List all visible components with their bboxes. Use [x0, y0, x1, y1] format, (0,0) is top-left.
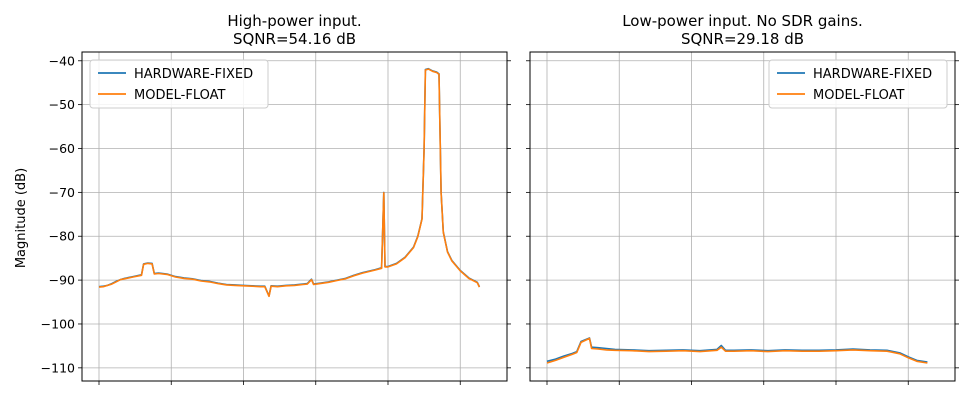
legend: HARDWARE-FIXED MODEL-FLOAT — [89, 59, 269, 109]
legend: HARDWARE-FIXED MODEL-FLOAT — [768, 59, 948, 109]
legend-box — [768, 59, 948, 109]
legend-label: MODEL-FLOAT — [134, 88, 226, 103]
series-line-2 — [546, 337, 928, 364]
y-tick-label: −110 — [41, 360, 75, 375]
y-tick-label: −70 — [49, 185, 75, 200]
legend-label: MODEL-FLOAT — [813, 88, 905, 103]
panel-2: Low-power input. No SDR gains.SQNR=29.18… — [526, 12, 959, 385]
panel-title: Low-power input. No SDR gains. — [622, 12, 863, 30]
y-tick-label: −40 — [49, 53, 75, 68]
y-tick-label: −90 — [49, 273, 75, 288]
series-line-2 — [98, 68, 481, 298]
legend-label: HARDWARE-FIXED — [813, 67, 932, 82]
y-tick-label: −50 — [49, 97, 75, 112]
axes-frame — [529, 51, 956, 382]
legend-box — [89, 59, 269, 109]
y-tick-label: −60 — [49, 141, 75, 156]
panel-1: High-power input.SQNR=54.16 dB −40 −50 −60 −… — [41, 12, 511, 385]
legend-label: HARDWARE-FIXED — [134, 67, 253, 82]
panel-subtitle: SQNR=54.16 dB — [233, 30, 356, 48]
axes-frame — [81, 51, 508, 382]
y-axis-label: Magnitude (dB) — [14, 168, 29, 268]
panel-subtitle: SQNR=29.18 dB — [681, 30, 804, 48]
y-tick-label: −80 — [49, 229, 75, 244]
panel-title: High-power input. — [227, 12, 361, 30]
y-tick-label: −100 — [41, 316, 75, 331]
